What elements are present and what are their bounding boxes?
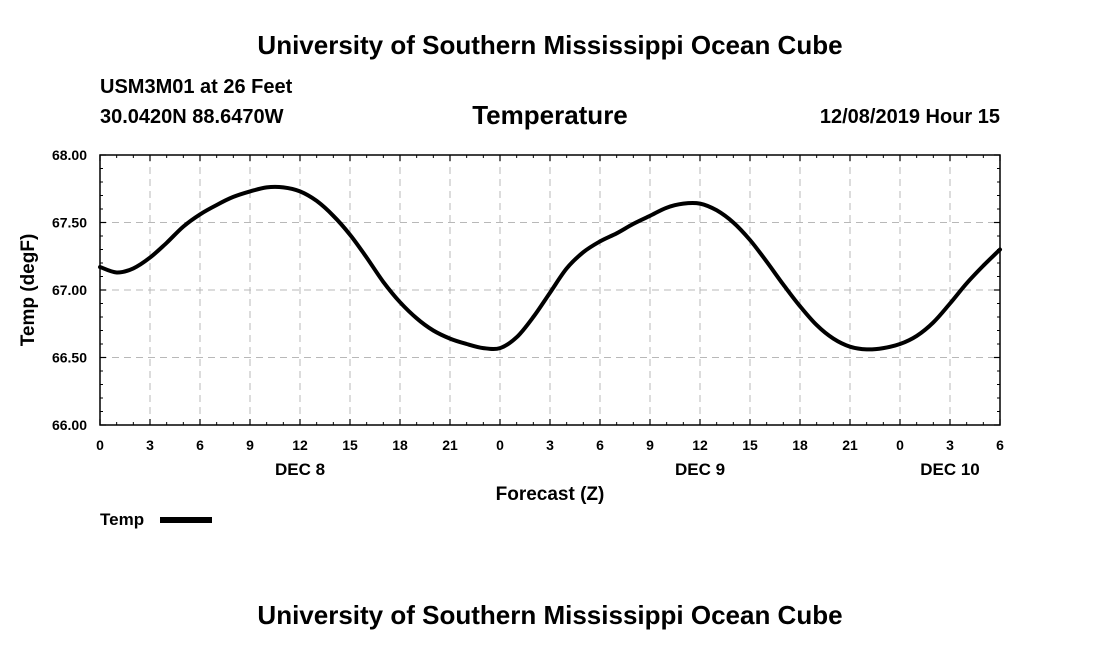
plot-frame (99, 154, 1001, 426)
y-tick-label: 67.50 (52, 215, 87, 231)
x-axis-title: Forecast (Z) (496, 484, 605, 505)
x-tick-label: 12 (692, 437, 708, 453)
station-location: 30.0420N 88.6470W (100, 106, 284, 128)
station-id: USM3M01 at 26 Feet (100, 76, 293, 98)
chart-title: Temperature (472, 100, 628, 130)
x-tick-label: 6 (996, 437, 1004, 453)
x-tick-label: 0 (496, 437, 504, 453)
y-axis-title: Temp (degF) (18, 234, 39, 347)
x-tick-label: 9 (646, 437, 654, 453)
x-tick-label: 6 (196, 437, 204, 453)
label-layer: 0 3 6 9 12 15 18 21 0 3 6 9 12 15 18 21 0 3 6 66.00 66.50 67.… (52, 147, 1004, 479)
day-label: DEC 10 (920, 460, 980, 479)
y-tick-label: 66.50 (52, 350, 87, 366)
y-tick-label: 68.00 (52, 147, 87, 163)
y-tick-label: 66.00 (52, 417, 87, 433)
x-tick-label: 6 (596, 437, 604, 453)
footer-title: University of Southern Mississippi Ocean… (257, 600, 843, 630)
temp-series-line (98, 184, 1002, 352)
x-tick-label: 15 (742, 437, 758, 453)
day-label: DEC 9 (675, 460, 725, 479)
legend: Temp (100, 510, 212, 529)
x-tick-label: 3 (146, 437, 154, 453)
x-tick-label: 21 (442, 437, 458, 453)
x-tick-label: 18 (392, 437, 408, 453)
run-time: 12/08/2019 Hour 15 (819, 106, 1000, 128)
x-tick-label: 9 (246, 437, 254, 453)
x-tick-label: 15 (342, 437, 358, 453)
legend-label-temp: Temp (100, 510, 144, 529)
x-tick-label: 12 (292, 437, 308, 453)
page-title: University of Southern Mississippi Ocean… (257, 30, 843, 60)
x-tick-label: 3 (946, 437, 954, 453)
x-tick-label: 18 (792, 437, 808, 453)
x-tick-label: 3 (546, 437, 554, 453)
x-tick-label: 0 (896, 437, 904, 453)
y-tick-label: 67.00 (52, 282, 87, 298)
day-label: DEC 8 (275, 460, 325, 479)
x-tick-label: 21 (842, 437, 858, 453)
x-tick-label: 0 (96, 437, 104, 453)
